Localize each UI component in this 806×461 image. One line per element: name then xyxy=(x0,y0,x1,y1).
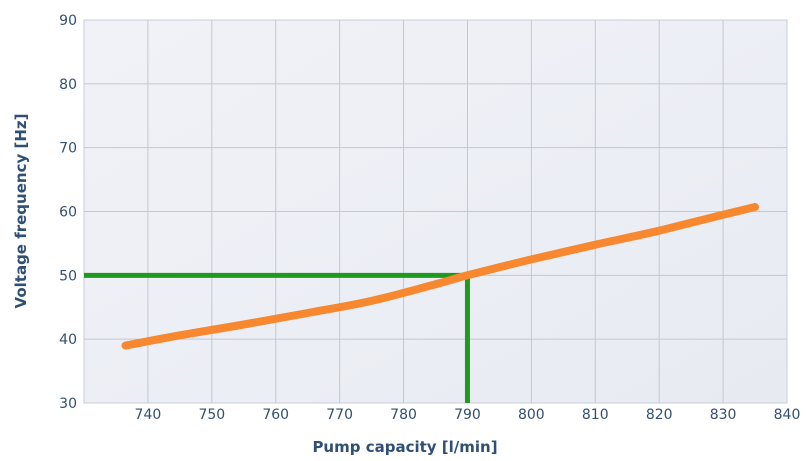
x-tick-label: 780 xyxy=(390,407,417,423)
x-tick-label: 760 xyxy=(262,407,289,423)
y-axis-title: Voltage frequency [Hz] xyxy=(12,114,30,309)
x-tick-label: 800 xyxy=(518,407,545,423)
y-tick-label: 80 xyxy=(59,77,77,93)
x-tick-label: 790 xyxy=(454,407,481,423)
x-tick-label: 750 xyxy=(198,407,225,423)
x-tick-labels: 740 750 760 770 780 790 800 810 820 830 840 xyxy=(135,407,801,423)
y-tick-label: 50 xyxy=(59,268,77,284)
x-tick-label: 840 xyxy=(774,407,801,423)
x-tick-label: 830 xyxy=(710,407,737,423)
y-tick-label: 90 xyxy=(59,13,77,29)
x-tick-label: 820 xyxy=(646,407,673,423)
x-tick-label: 770 xyxy=(326,407,353,423)
y-tick-labels: 30 40 50 60 70 80 90 xyxy=(59,13,77,412)
x-axis-title: Pump capacity [l/min] xyxy=(312,438,497,456)
y-tick-label: 40 xyxy=(59,332,77,348)
reference-lines xyxy=(84,272,470,403)
x-tick-label: 810 xyxy=(582,407,609,423)
series-line xyxy=(121,203,759,350)
series-group xyxy=(121,203,759,350)
y-tick-label: 30 xyxy=(59,396,77,412)
y-tick-label: 60 xyxy=(59,205,77,221)
x-tick-label: 740 xyxy=(135,407,162,423)
y-tick-label: 70 xyxy=(59,141,77,157)
